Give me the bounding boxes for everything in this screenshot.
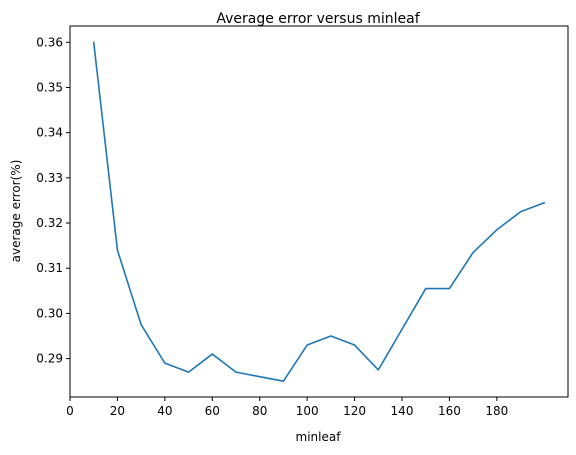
plot-frame: [69, 25, 569, 398]
x-tick-label: 40: [157, 404, 172, 418]
y-tick-label: 0.36: [36, 35, 63, 49]
x-tick-label: 160: [438, 404, 461, 418]
x-tick-label: 0: [66, 404, 74, 418]
y-tick-label: 0.35: [36, 80, 63, 94]
y-tick-label: 0.33: [36, 171, 63, 185]
y-tick-label: 0.30: [36, 306, 63, 320]
x-tick-label: 80: [252, 404, 267, 418]
y-axis: 0.29 0.30 0.31 0.32 0.33 0.34 0.35 0.36: [36, 35, 70, 366]
x-axis-label: minleaf: [296, 430, 342, 444]
y-tick-label: 0.29: [36, 352, 63, 366]
x-tick-label: 100: [296, 404, 319, 418]
x-axis: 0 20 40 60 80 100 120 140 160 180: [66, 397, 508, 418]
x-tick-label: 180: [485, 404, 508, 418]
series-line-0: [92, 41, 546, 382]
y-axis-label: average error(%): [9, 160, 23, 263]
y-tick-label: 0.32: [36, 216, 63, 230]
x-tick-label: 120: [343, 404, 366, 418]
chart-title: Average error versus minleaf: [216, 11, 420, 27]
x-tick-label: 20: [110, 404, 125, 418]
x-tick-label: 140: [391, 404, 414, 418]
x-tick-label: 60: [205, 404, 220, 418]
y-tick-label: 0.34: [36, 126, 63, 140]
y-tick-label: 0.31: [36, 261, 63, 275]
plot-series: [92, 41, 546, 382]
